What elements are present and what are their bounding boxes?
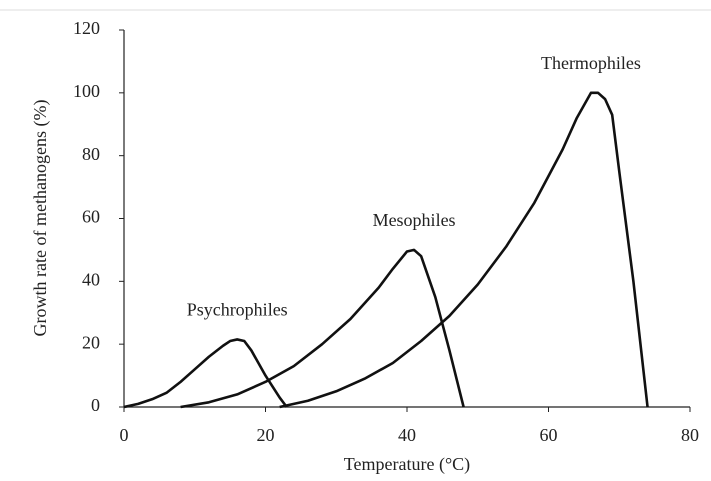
y-tick-label: 60	[82, 207, 100, 227]
y-tick-label: 80	[82, 144, 100, 164]
series-line	[180, 248, 465, 409]
x-tick-label: 80	[681, 425, 699, 445]
x-tick-label: 0	[120, 425, 129, 445]
series-label: Psychrophiles	[187, 300, 288, 320]
x-tick-label: 20	[257, 425, 275, 445]
y-tick-label: 40	[82, 269, 100, 289]
x-axis-label: Temperature (°C)	[344, 454, 470, 475]
series-line	[123, 338, 288, 409]
series-label: Thermophiles	[541, 53, 641, 73]
y-axis-label: Growth rate of methanogens (%)	[30, 100, 51, 337]
series-line	[279, 91, 649, 409]
y-tick-label: 100	[73, 81, 100, 101]
x-tick-label: 60	[540, 425, 558, 445]
x-tick-label: 40	[398, 425, 416, 445]
y-tick-label: 20	[82, 332, 100, 352]
series-label: Mesophiles	[373, 210, 456, 230]
y-tick-label: 0	[91, 395, 100, 415]
y-tick-label: 120	[73, 18, 100, 38]
